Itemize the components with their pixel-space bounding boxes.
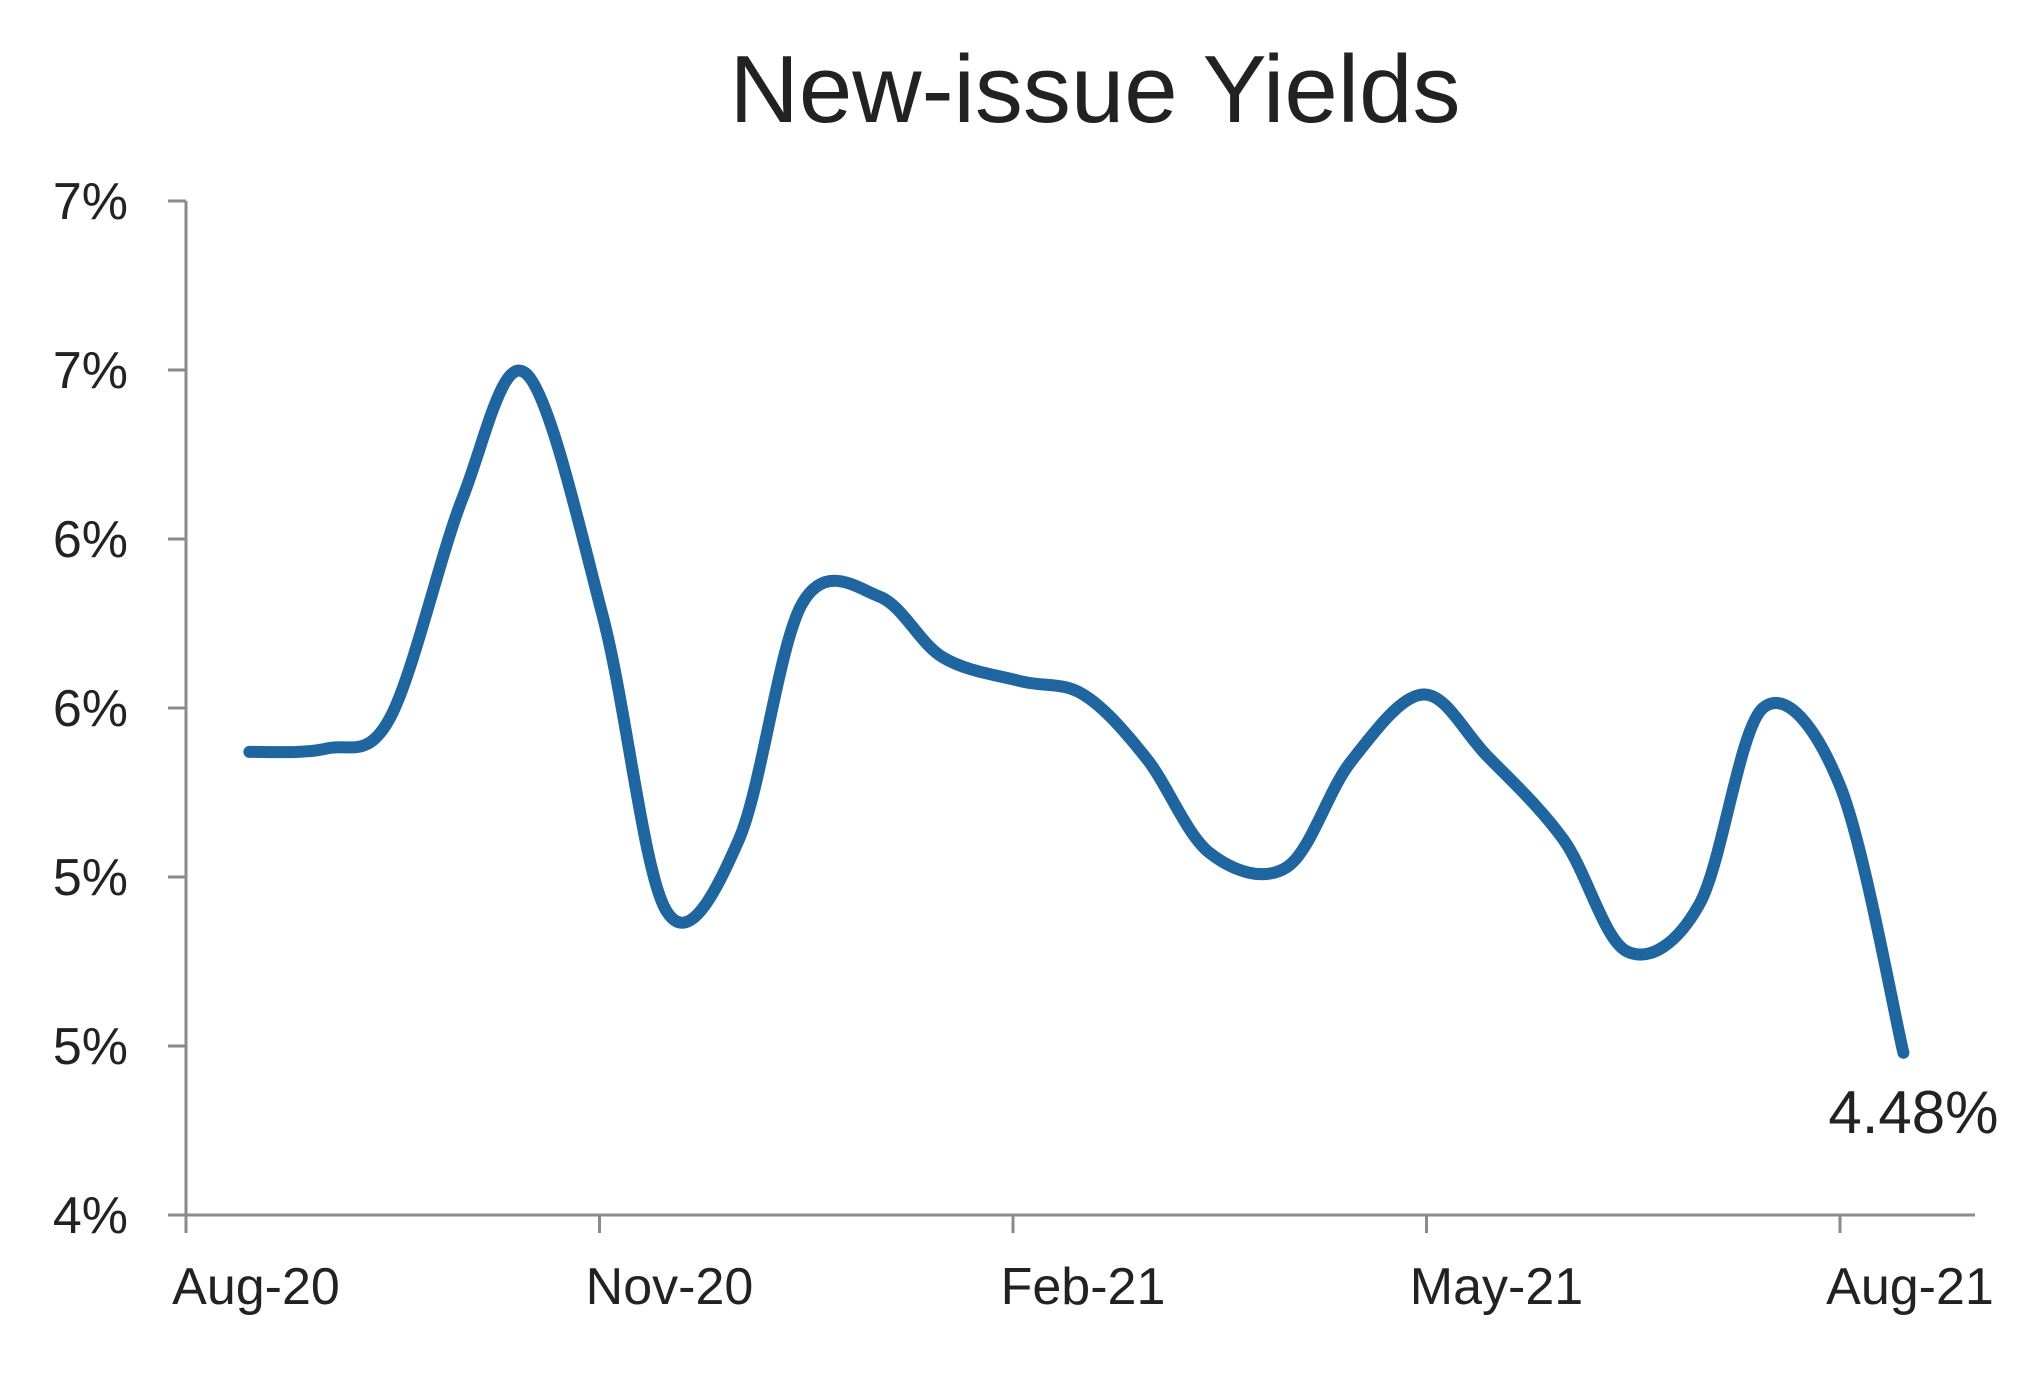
- x-tick-label: May-21: [1410, 1258, 1583, 1316]
- data-point: [1350, 761, 1352, 763]
- data-point: [1286, 866, 1288, 868]
- x-tick-label: Feb-21: [1001, 1258, 1166, 1316]
- data-point: [801, 602, 803, 604]
- data-point: [1019, 680, 1021, 682]
- data-point: [1146, 758, 1148, 760]
- y-tick-label: 7%: [53, 173, 128, 231]
- x-tick-label: Aug-21: [1826, 1258, 1994, 1316]
- chart-title: New-issue Yields: [730, 36, 1461, 143]
- data-point: [525, 372, 527, 374]
- data-point: [461, 497, 463, 499]
- series-line: [243, 364, 1910, 1059]
- data-point: [1762, 707, 1764, 709]
- data-point: [1563, 839, 1565, 841]
- data-point: [1626, 950, 1628, 952]
- data-point: [325, 748, 327, 750]
- data-point: [389, 717, 391, 719]
- data-point: [878, 595, 880, 597]
- y-axis: 4% 5% 5% 6% 6% 7% 7%: [53, 173, 188, 1245]
- y-tick-label: 6%: [53, 680, 128, 738]
- data-point: [602, 616, 604, 618]
- data-point: [1082, 693, 1084, 695]
- y-tick-label: 5%: [53, 1018, 128, 1076]
- y-tick-label: 4%: [53, 1187, 128, 1245]
- data-point: [665, 910, 667, 912]
- data-point: [738, 839, 740, 841]
- data-point: [942, 656, 944, 658]
- y-tick-label: 5%: [53, 849, 128, 907]
- y-tick-label: 6%: [53, 511, 128, 569]
- annotations: 4.48%: [1828, 1079, 1998, 1146]
- data-point: [1699, 903, 1701, 905]
- x-tick-label: Nov-20: [586, 1258, 754, 1316]
- y-tick-label: 7%: [53, 342, 128, 400]
- data-label: 4.48%: [1828, 1079, 1998, 1146]
- data-point: [1839, 785, 1841, 787]
- series-group: [243, 364, 1910, 1059]
- data-point: [248, 751, 250, 753]
- data-point: [1902, 1052, 1904, 1054]
- data-point: [1209, 852, 1211, 854]
- x-tick-label: Aug-20: [172, 1258, 340, 1316]
- data-point: [1422, 693, 1424, 695]
- x-axis: Aug-20 Nov-20 Feb-21 May-21 Aug-21: [168, 1213, 1994, 1316]
- data-point: [1486, 754, 1488, 756]
